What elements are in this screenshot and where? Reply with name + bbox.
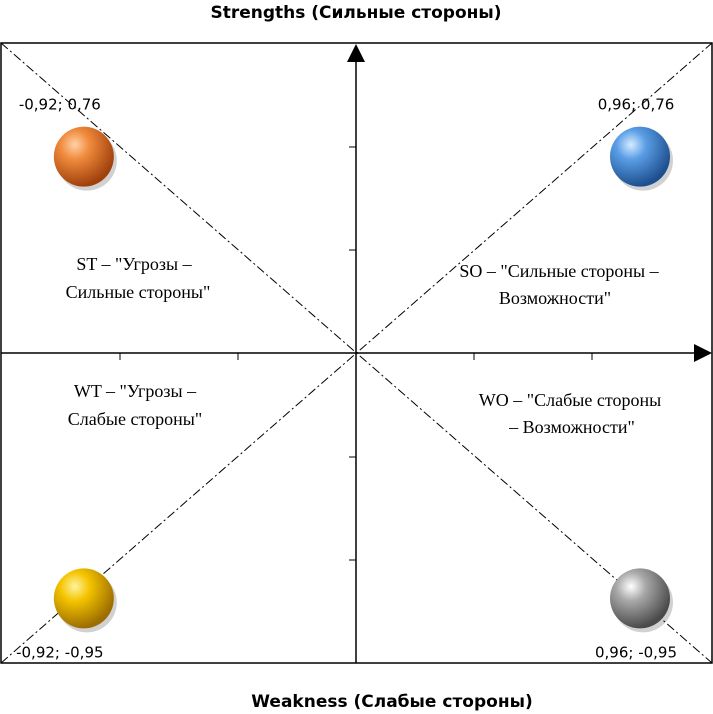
- data-point-wt: [53, 568, 114, 629]
- quadrant-label-wt-2: Слабые стороны": [68, 409, 202, 429]
- data-label-so: 0,96; 0,76: [598, 96, 675, 114]
- quadrant-label-wo-1: WO – "Слабые стороны: [479, 390, 661, 410]
- quadrant-label-wt-1: WT – "Угрозы –: [74, 381, 197, 401]
- quadrant-label-so-2: Возможности": [499, 288, 611, 308]
- data-label-st: -0,92; 0,76: [19, 96, 101, 114]
- y-ticks: [349, 146, 356, 561]
- data-point-wo: [610, 568, 670, 629]
- quadrant-label-st-1: ST – "Угрозы –: [76, 254, 192, 274]
- quadrant-label-st-2: Сильные стороны": [66, 282, 211, 302]
- data-point-st: [53, 126, 114, 187]
- data-label-wo: 0,96; -0,95: [595, 643, 677, 661]
- data-point-so: [610, 126, 670, 187]
- data-label-wt: -0,92; -0,95: [16, 643, 103, 661]
- x-ticks: [119, 353, 593, 360]
- points-layer: -0,92; 0,76 0,96; 0,76 -0,92; -0,95 0,96; -…: [16, 96, 677, 662]
- quadrant-label-wo-2: – Возможности": [508, 417, 635, 437]
- quadrant-label-so-1: SO – "Сильные стороны –: [459, 261, 659, 281]
- y-axis-arrow: [347, 44, 365, 62]
- chart-title: Strengths (Сильные стороны): [210, 3, 501, 23]
- x-axis-arrow: [694, 344, 712, 362]
- bottom-label: Weakness (Слабые стороны): [251, 692, 532, 712]
